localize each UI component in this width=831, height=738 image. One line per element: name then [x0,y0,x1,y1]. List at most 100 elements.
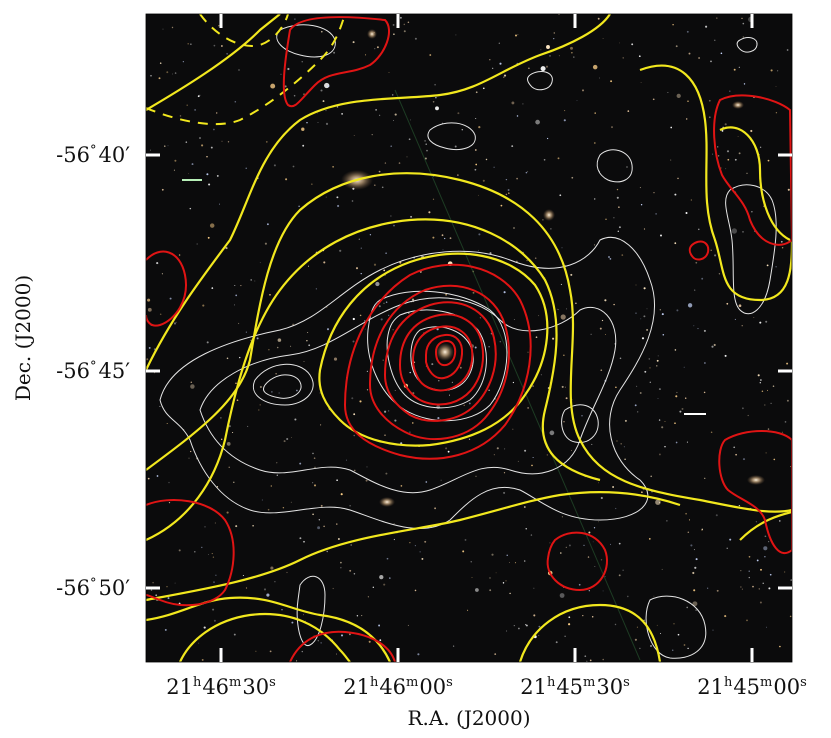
star [564,635,566,638]
star [337,204,340,208]
star [604,576,606,578]
star [197,95,200,98]
star [319,392,321,394]
star [470,561,472,563]
star [194,550,196,553]
star [616,188,619,191]
star [317,526,321,530]
star [766,389,769,391]
star [148,346,151,349]
ra-tick-label: 21h45m00s [697,675,807,699]
star [704,477,706,479]
star [190,381,193,383]
star [693,589,696,592]
star [261,499,263,501]
star [775,266,777,268]
star [513,318,515,321]
star [733,68,736,71]
star [207,236,210,239]
star [359,400,362,403]
star [784,571,786,573]
star [477,249,480,251]
star [590,333,592,335]
star [718,273,721,275]
star [623,446,625,448]
star [673,623,675,625]
star [686,30,689,33]
star [661,426,664,429]
star [216,174,219,177]
star [760,568,762,571]
star [737,136,739,137]
yellow-contours [146,14,792,662]
star [772,385,775,387]
star [394,113,397,116]
star [750,129,753,133]
star [434,83,436,86]
star [674,349,677,351]
star [522,103,524,105]
star [428,211,431,214]
star [523,506,526,508]
star [146,358,149,361]
star [516,260,518,263]
star [622,569,624,571]
bright-star [379,497,395,507]
star [212,608,215,611]
star [508,192,510,194]
star [661,313,664,316]
star [218,203,221,205]
star [726,302,729,305]
star [615,507,617,510]
star [636,385,638,387]
star [540,49,542,51]
star [212,556,215,558]
star [664,421,666,422]
star [748,570,750,572]
star [336,523,338,525]
star [307,331,309,334]
star [323,261,326,264]
star [532,457,534,458]
star [162,28,164,30]
star [583,544,585,546]
star [581,89,585,92]
star [593,142,596,144]
star [313,484,317,487]
star [635,312,637,314]
star [708,99,711,102]
star [303,540,305,543]
star [615,386,617,388]
star [610,80,613,83]
star [779,520,781,522]
star [235,525,238,528]
star [599,327,602,330]
star [766,264,769,267]
star [468,438,471,440]
star [573,56,575,58]
star [351,397,354,400]
star [254,280,256,282]
star [765,452,767,454]
star [303,361,305,362]
star [409,431,411,433]
star [738,66,740,68]
star [340,567,342,569]
star [527,407,529,409]
star [503,291,506,294]
star [461,128,464,131]
star [787,188,790,191]
star [228,466,230,468]
star [591,615,594,618]
star [156,262,159,265]
star [657,355,659,357]
star [280,73,282,75]
star [561,516,563,518]
star [687,647,689,650]
star [563,119,566,122]
star [717,155,720,157]
star [206,173,209,176]
star [252,524,254,527]
star [701,277,704,280]
star [760,379,762,381]
